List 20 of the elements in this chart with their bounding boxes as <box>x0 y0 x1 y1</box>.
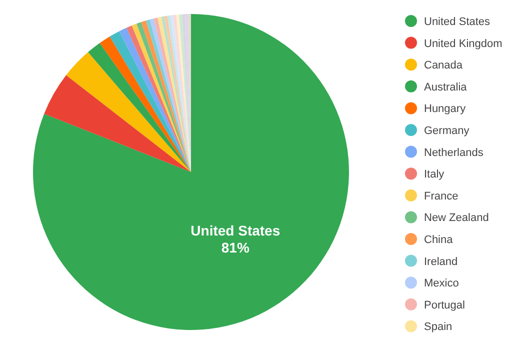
slice-label: United States <box>190 222 280 238</box>
legend-label: Spain <box>424 321 452 334</box>
legend-label: Canada <box>424 60 464 72</box>
legend-label: Ireland <box>424 256 458 268</box>
legend-label: China <box>424 234 454 246</box>
legend-label: Italy <box>424 168 445 181</box>
legend-label: New Zealand <box>424 212 489 224</box>
legend-label: Portugal <box>424 299 465 312</box>
legend-label: France <box>424 190 458 202</box>
legend-label: Hungary <box>424 103 466 116</box>
legend-label: United States <box>424 16 491 28</box>
legend-label: Australia <box>424 81 468 94</box>
legend-label: United Kingdom <box>424 38 502 50</box>
pie-slice <box>66 52 191 172</box>
pie-slice <box>33 14 349 330</box>
data-label: 81% <box>221 239 250 256</box>
pie-slice <box>44 75 191 172</box>
legend-label: Netherlands <box>424 146 484 159</box>
legend-label: Mexico <box>424 278 459 290</box>
legend-label: Germany <box>424 125 470 137</box>
